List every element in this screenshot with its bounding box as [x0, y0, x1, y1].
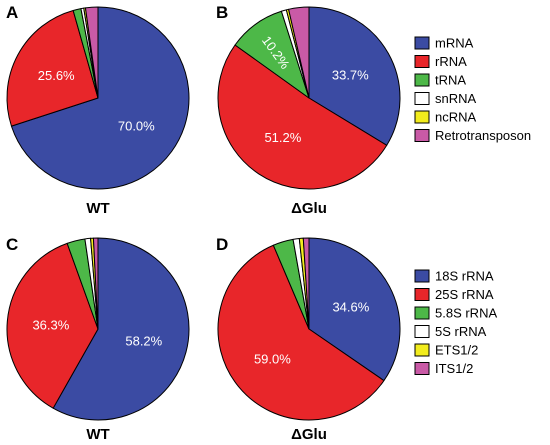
pie-slice-18s-rrna — [308, 237, 401, 382]
pie-slice-25s-rrna — [217, 244, 385, 421]
slice-value-label: 33.7% — [332, 67, 369, 82]
slice-value-label: 36.3% — [32, 318, 69, 333]
pie-slice-its1-2 — [92, 237, 99, 330]
slice-value-label: 58.2% — [125, 334, 162, 349]
legend-rrna-species: 18S rRNA 25S rRNA 5.8S rRNA 5S rRNA ETS1/2 IT… — [414, 269, 497, 376]
legend-label: mRNA — [435, 36, 474, 51]
panel-a: 70.0% 25.6% A WT — [6, 3, 190, 217]
legend-swatch — [414, 55, 430, 68]
panel-caption: ΔGlu — [291, 426, 327, 443]
pie-slice-rrna — [217, 44, 388, 190]
legend-swatch — [414, 306, 430, 320]
slice-value-label: 25.6% — [38, 68, 75, 83]
legend-swatch — [414, 73, 430, 87]
legend-label: 5S rRNA — [435, 324, 487, 339]
panel-d: 34.6% 59.0% D ΔGlu — [216, 235, 401, 443]
legend-label: 25S rRNA — [435, 287, 494, 302]
pie-slice-mrna — [308, 6, 401, 146]
legend-label: 18S rRNA — [435, 269, 494, 284]
slice-value-label: 70.0% — [118, 118, 155, 133]
legend-swatch — [414, 269, 430, 283]
panel-caption: ΔGlu — [291, 200, 327, 217]
pie-slice-retrotransposon — [288, 6, 310, 99]
panel-c: 58.2% 36.3% C WT — [6, 235, 190, 443]
slice-value-label: 34.6% — [332, 300, 369, 315]
pie-slice-18s-rrna — [52, 237, 190, 421]
slice-value-label: 59.0% — [254, 351, 291, 366]
legend-label: ncRNA — [435, 110, 477, 125]
panel-letter: C — [6, 235, 18, 254]
panel-letter: D — [216, 235, 228, 254]
legend-swatch — [414, 288, 430, 301]
legend-label: tRNA — [435, 73, 466, 88]
legend-swatch — [414, 36, 430, 50]
legend-label: 5.8S rRNA — [435, 306, 497, 321]
legend-label: ITS1/2 — [435, 361, 473, 376]
legend-label: ETS1/2 — [435, 343, 478, 358]
legend-swatch — [414, 92, 430, 105]
legend-label: Retrotransposon — [435, 128, 531, 143]
pie-slice-rrna — [6, 9, 99, 127]
slice-value-label: 51.2% — [264, 130, 301, 145]
pie-slice-its1-2 — [302, 237, 310, 330]
legend-swatch — [414, 129, 430, 142]
legend-label: rRNA — [435, 54, 467, 69]
legend-swatch — [414, 343, 430, 357]
legend-swatch — [414, 110, 430, 124]
legend-rna-classes: mRNA rRNA tRNA snRNA ncRNA Retrotransposon — [414, 36, 531, 143]
panel-caption: WT — [86, 426, 109, 443]
pie-slice-25s-rrna — [6, 242, 99, 409]
pie-slice-retrotransposon — [84, 6, 99, 99]
legend-swatch — [414, 362, 430, 375]
legend-label: snRNA — [435, 91, 477, 106]
legend-swatch — [414, 325, 430, 338]
panel-caption: WT — [86, 200, 109, 217]
panel-letter: A — [6, 3, 18, 22]
panel-letter: B — [216, 3, 228, 22]
pie-slice-mrna — [10, 6, 190, 190]
